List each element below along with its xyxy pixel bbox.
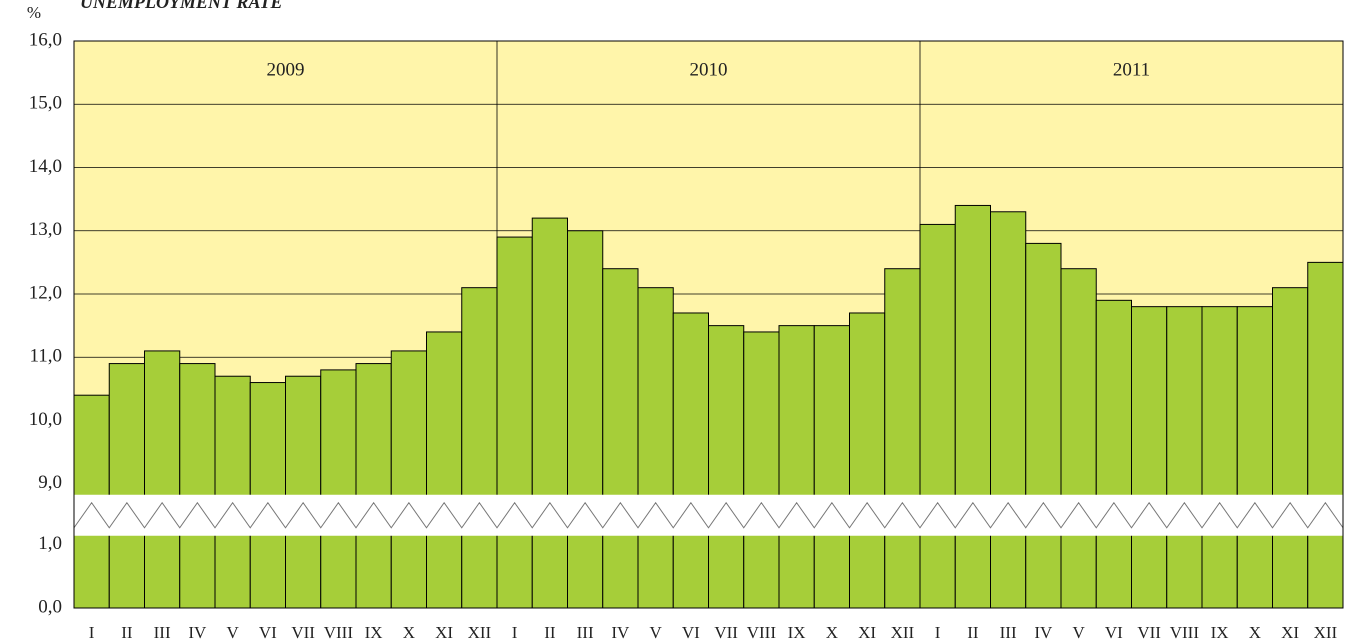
x-tick-label: III [577,623,594,642]
x-tick-label: V [649,623,662,642]
bar [1166,306,1203,609]
y-tick-label: 12,0 [29,282,62,303]
bar [285,375,322,609]
bar [637,287,674,609]
y-tick-label: 15,0 [29,93,62,114]
bar [672,312,709,609]
year-label: 2009 [267,59,305,80]
x-tick-label: VI [259,623,277,642]
bar [567,230,604,609]
bar [1131,306,1168,609]
x-tick-label: VIII [324,623,354,642]
x-tick-label: XII [1314,623,1338,642]
year-label: 2010 [690,59,728,80]
x-tick-label: X [826,623,838,642]
x-tick-label: VII [1137,623,1161,642]
bar [1201,306,1238,609]
bar [708,325,745,609]
x-tick-label: VII [714,623,738,642]
bar [1236,306,1273,609]
bar [778,325,815,609]
bar [1060,268,1097,609]
bar [426,331,463,609]
bar [919,223,956,609]
x-tick-label: IV [1034,623,1053,642]
x-tick-label: IV [611,623,630,642]
x-tick-label: II [967,623,979,642]
bar [108,363,145,609]
x-tick-label: VIII [1170,623,1200,642]
x-tick-label: XII [468,623,492,642]
y-tick-label: 11,0 [29,346,62,367]
bar [1025,242,1062,609]
bar [813,325,850,609]
y-axis-label: % [27,3,41,22]
bar [390,350,427,609]
bar [461,287,498,609]
x-tick-label: II [121,623,133,642]
y-tick-label: 16,0 [29,29,62,50]
bar [179,363,216,609]
bar [144,350,181,609]
x-tick-label: X [1249,623,1261,642]
break-zigzag [73,501,1344,529]
plot-frame [73,40,1344,609]
axis-break [74,494,1343,536]
x-tick-label: VI [1105,623,1123,642]
x-tick-label: VII [291,623,315,642]
y-tick-label: 0,0 [38,596,62,617]
x-tick-label: III [1000,623,1017,642]
y-tick-label: 10,0 [29,409,62,430]
bar [849,312,886,609]
x-tick-label: IV [188,623,207,642]
bar [990,211,1027,609]
bar [884,268,921,609]
y-tick-label: 14,0 [29,156,62,177]
x-tick-label: I [89,623,95,642]
bar [496,236,533,609]
year-label: 2011 [1113,59,1150,80]
x-tick-label: V [1072,623,1085,642]
y-tick-label: 9,0 [38,472,62,493]
bar [954,204,991,609]
bar [1272,287,1309,609]
x-tick-label: X [403,623,415,642]
bar [355,363,392,609]
bar [214,375,251,609]
x-tick-label: I [512,623,518,642]
x-tick-label: XI [858,623,876,642]
bar [320,369,357,609]
x-tick-label: IX [788,623,806,642]
x-tick-label: IX [1211,623,1229,642]
x-tick-label: V [226,623,239,642]
bar [1307,261,1344,609]
bar [531,217,568,609]
y-tick-label: 1,0 [38,533,62,554]
bar [1095,299,1132,609]
bar [602,268,639,609]
x-tick-label: II [544,623,556,642]
x-tick-label: VIII [747,623,777,642]
x-tick-label: XI [1281,623,1299,642]
x-tick-label: XI [435,623,453,642]
x-tick-label: IX [365,623,383,642]
x-tick-label: I [935,623,941,642]
chart-title: UNEMPLOYMENT RATE [80,0,283,12]
x-tick-label: III [154,623,171,642]
x-tick-label: VI [682,623,700,642]
bar [743,331,780,609]
y-tick-label: 13,0 [29,219,62,240]
x-tick-label: XII [891,623,915,642]
